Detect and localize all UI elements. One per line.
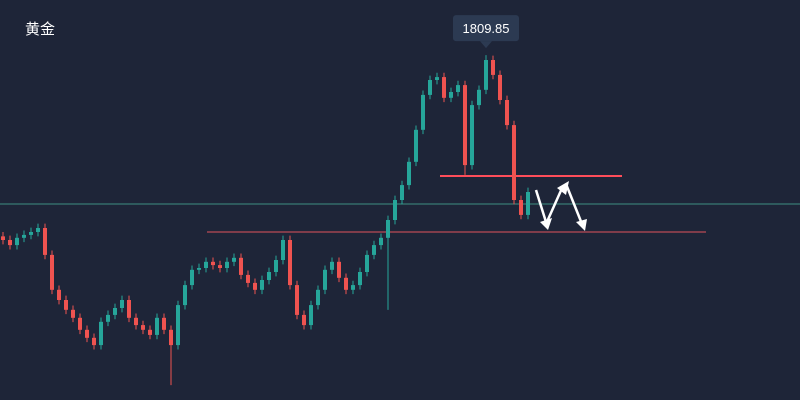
candle-body: [183, 285, 187, 306]
candle-body: [246, 274, 250, 283]
candle-body: [463, 85, 467, 166]
candle-body: [253, 282, 257, 290]
candle-body: [155, 317, 159, 335]
candle-body: [92, 337, 96, 346]
candle-body: [218, 265, 222, 268]
candle-body: [162, 317, 166, 330]
candle-body: [169, 329, 173, 346]
candle-body: [414, 129, 418, 162]
candle-body: [484, 60, 488, 90]
candle-body: [512, 125, 516, 200]
candle-body: [519, 200, 523, 215]
candle-body: [477, 89, 481, 106]
candle-body: [323, 269, 327, 290]
candle-body: [176, 305, 180, 346]
candle-body: [29, 232, 33, 235]
candle-body: [526, 192, 530, 215]
arrowhead: [576, 219, 587, 231]
candle-body: [428, 80, 432, 95]
peak-label: 1809.85: [463, 21, 510, 36]
candle-body: [281, 240, 285, 260]
candle-body: [309, 305, 313, 326]
candle-body: [274, 260, 278, 272]
candle-body: [379, 237, 383, 246]
candle-body: [225, 261, 229, 268]
candle-body: [407, 161, 411, 186]
candle-body: [78, 317, 82, 330]
peak-tooltip-box: [453, 15, 519, 42]
candle-body: [456, 85, 460, 92]
candle-body: [260, 280, 264, 290]
candle-body: [141, 325, 145, 330]
arrowheads: [540, 181, 587, 231]
candle-body: [435, 77, 439, 80]
candle-body: [127, 300, 131, 318]
candle-body: [113, 308, 117, 315]
arrowhead: [540, 218, 552, 230]
candle-body: [1, 236, 5, 240]
candle-body: [197, 268, 201, 270]
candle-body: [50, 254, 54, 290]
candle-body: [43, 228, 47, 255]
candle-body: [372, 245, 376, 255]
candle-body: [421, 94, 425, 130]
candle-body: [8, 240, 12, 246]
candle-body: [267, 272, 271, 280]
candle-body: [36, 228, 40, 232]
candle-body: [120, 300, 124, 308]
candle-body: [505, 100, 509, 126]
candle-body: [470, 105, 474, 166]
candle-body: [330, 261, 334, 270]
candle-body: [71, 309, 75, 318]
candle-body: [106, 314, 110, 322]
arrow: [534, 189, 548, 223]
arrow: [544, 185, 565, 225]
candle-body: [351, 285, 355, 290]
candle-body: [190, 269, 194, 286]
candle-body: [15, 237, 19, 246]
candle-body: [316, 289, 320, 306]
candle-body: [344, 277, 348, 290]
candle-body: [99, 321, 103, 346]
arrowhead: [557, 181, 569, 195]
candle-body: [295, 285, 299, 315]
candle-body: [148, 329, 152, 335]
candle-body: [337, 261, 341, 278]
candle-body: [22, 234, 26, 238]
candle-body: [57, 289, 61, 300]
candle-body: [498, 74, 502, 100]
candle-body: [211, 261, 215, 266]
candle-body: [239, 257, 243, 275]
candle-body: [449, 92, 453, 98]
candle-body: [288, 240, 292, 286]
candle-body: [302, 314, 306, 326]
candle-body: [400, 185, 404, 200]
peak-tooltip-pointer: [480, 41, 492, 49]
candle-body: [491, 60, 495, 75]
candle-body: [393, 200, 397, 220]
arrows: [534, 183, 584, 225]
chart-title: 黄金: [25, 20, 55, 38]
marks: [0, 55, 800, 386]
candle-body: [442, 77, 446, 98]
arrow: [564, 183, 584, 225]
candle-body: [232, 257, 236, 262]
candle-body: [204, 261, 208, 268]
candle-body: [85, 329, 89, 338]
candle-body: [365, 254, 369, 272]
candle-body: [134, 317, 138, 326]
candle-body: [386, 220, 390, 238]
candle-body: [358, 272, 362, 286]
candle-body: [64, 300, 68, 310]
